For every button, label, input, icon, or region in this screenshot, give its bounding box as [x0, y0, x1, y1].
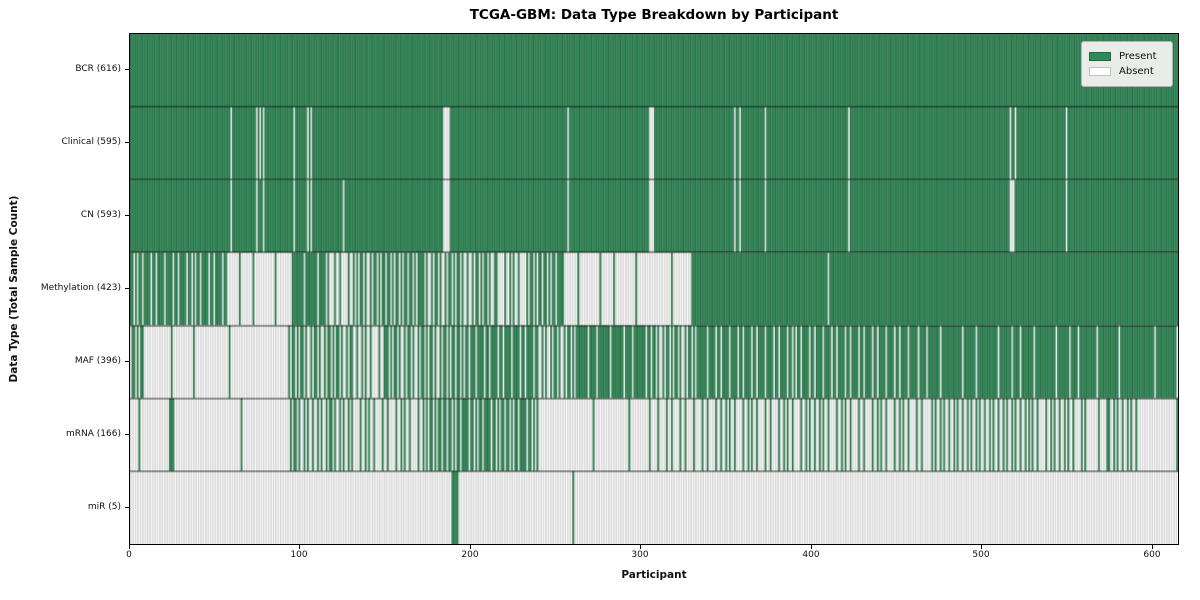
- present-swatch-icon: [1089, 52, 1111, 61]
- legend-label: Absent: [1119, 66, 1154, 77]
- y-tick-mark: [125, 361, 129, 363]
- x-tick-mark: [981, 545, 983, 549]
- legend: Present Absent: [1081, 41, 1173, 87]
- x-tick-label: 600: [1143, 550, 1161, 560]
- y-tick-label-maf: MAF (396): [74, 356, 121, 366]
- x-tick-mark: [129, 545, 131, 549]
- y-tick-label-mir: miR (5): [87, 502, 121, 512]
- legend-item-absent: Absent: [1089, 65, 1164, 78]
- y-tick-mark: [125, 215, 129, 217]
- x-tick-mark: [1152, 545, 1154, 549]
- y-tick-mark: [125, 434, 129, 436]
- x-axis-label: Participant: [621, 569, 687, 581]
- y-tick-label-clinical: Clinical (595): [61, 137, 121, 147]
- plot-area: Present Absent: [129, 33, 1179, 545]
- absent-swatch-icon: [1089, 67, 1111, 76]
- chart-title: TCGA-GBM: Data Type Breakdown by Partici…: [469, 7, 839, 23]
- y-tick-mark: [125, 288, 129, 290]
- legend-label: Present: [1119, 51, 1157, 62]
- x-tick-label: 200: [461, 550, 479, 560]
- y-tick-label-methylation: Methylation (423): [40, 283, 121, 293]
- x-tick-label: 300: [631, 550, 649, 560]
- y-tick-mark: [125, 507, 129, 509]
- y-tick-label-cn: CN (593): [80, 210, 121, 220]
- x-tick-label: 100: [290, 550, 308, 560]
- y-tick-label-bcr: BCR (616): [75, 64, 121, 74]
- y-tick-label-mrna: mRNA (166): [66, 429, 121, 439]
- x-tick-mark: [470, 545, 472, 549]
- legend-item-present: Present: [1089, 50, 1164, 63]
- x-tick-label: 400: [802, 550, 820, 560]
- x-tick-mark: [640, 545, 642, 549]
- x-tick-label: 0: [126, 550, 132, 560]
- x-tick-label: 500: [972, 550, 990, 560]
- presence-matrix-canvas: [130, 34, 1178, 544]
- x-tick-mark: [811, 545, 813, 549]
- x-tick-mark: [299, 545, 301, 549]
- y-tick-mark: [125, 142, 129, 144]
- y-tick-mark: [125, 69, 129, 71]
